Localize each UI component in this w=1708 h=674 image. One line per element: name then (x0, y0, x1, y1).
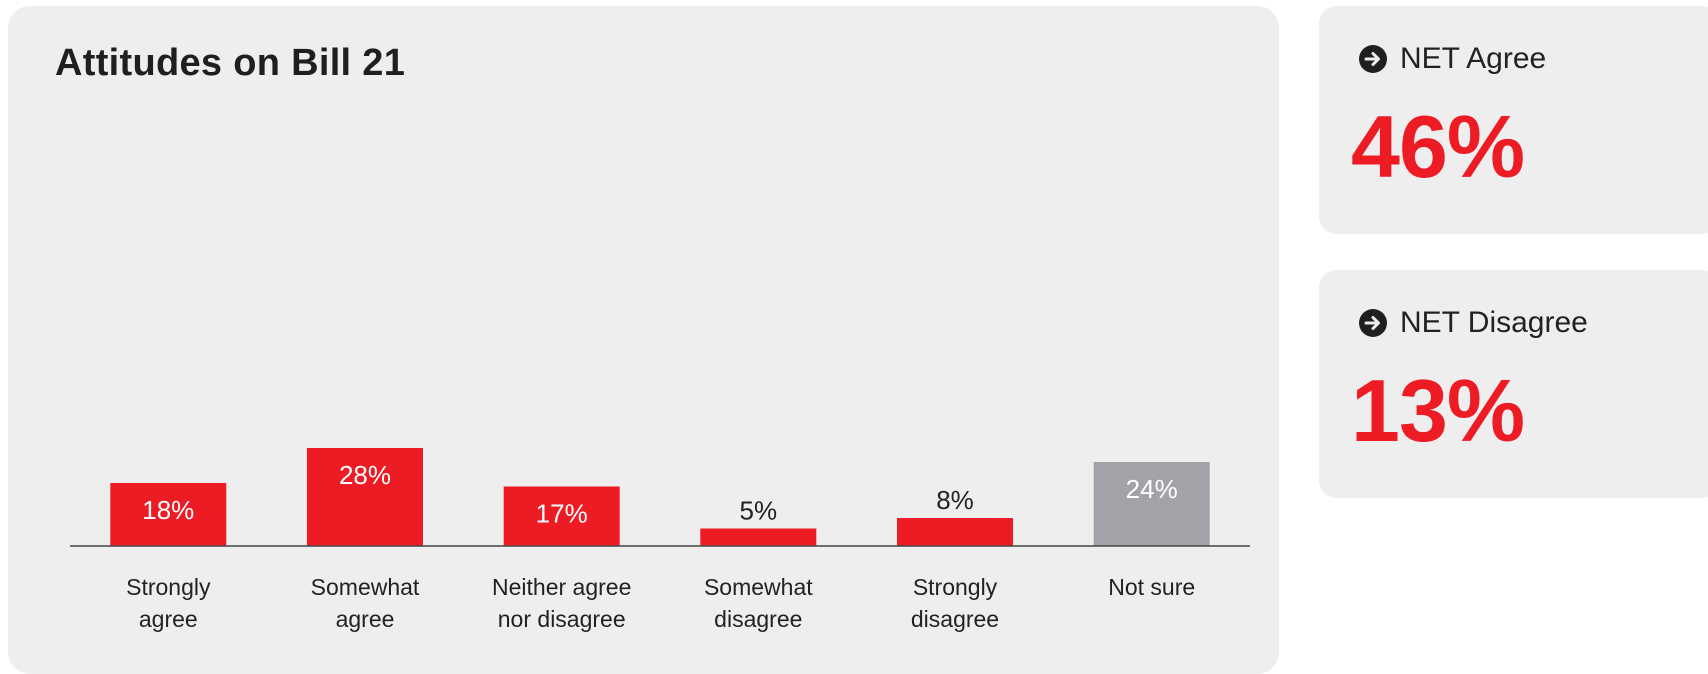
category-label: Somewhat disagree (704, 574, 813, 632)
net-disagree-card: NET Disagree 13% (1319, 270, 1708, 498)
category-label: Not sure (1108, 574, 1195, 600)
net-agree-value: 46% (1351, 97, 1525, 196)
chart-title: Attitudes on Bill 21 (55, 42, 406, 84)
chart-panel: Attitudes on Bill 21 18% Strongly agree 28%… (8, 6, 1279, 674)
bar-value-label: 5% (740, 496, 778, 526)
bar (307, 448, 423, 546)
arrow-right-circle-icon (1359, 309, 1387, 337)
net-agree-card: NET Agree 46% (1319, 6, 1708, 234)
category-label: Somewhat agree (311, 574, 420, 632)
bar-chart: 18% Strongly agree 28% Somewhat agree 17% Neith… (70, 448, 1250, 632)
bar (503, 486, 620, 546)
bar (897, 518, 1013, 546)
net-disagree-value: 13% (1351, 361, 1525, 460)
bar-value-label: 24% (1126, 474, 1178, 504)
bar (1093, 462, 1210, 546)
category-label: Strongly disagree (911, 574, 999, 632)
net-agree-label: NET Agree (1400, 42, 1547, 75)
net-disagree-label: NET Disagree (1400, 306, 1588, 339)
bar (700, 528, 817, 546)
bar (110, 483, 227, 546)
arrow-right-circle-icon (1359, 45, 1387, 73)
bar-value-label: 18% (142, 495, 194, 525)
bar-value-label: 8% (936, 485, 974, 515)
category-label: Neither agree nor disagree (492, 574, 631, 632)
bar-value-label: 17% (536, 499, 588, 529)
category-label: Strongly agree (126, 574, 211, 632)
bar-value-label: 28% (339, 460, 391, 490)
